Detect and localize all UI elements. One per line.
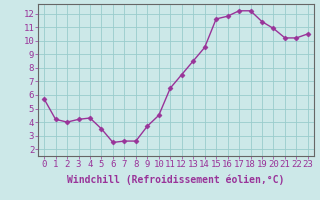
X-axis label: Windchill (Refroidissement éolien,°C): Windchill (Refroidissement éolien,°C): [67, 175, 285, 185]
